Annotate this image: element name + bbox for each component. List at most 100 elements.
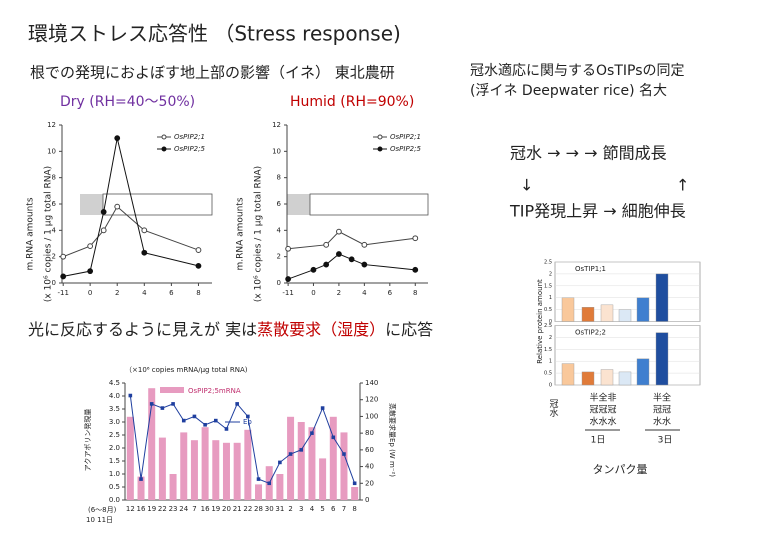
marker: [352, 481, 357, 486]
marker: [60, 253, 67, 260]
y2-tick-label: 100: [365, 412, 378, 420]
y2-tick-label: 80: [365, 429, 374, 437]
x-tick-label: 2: [288, 505, 292, 513]
x-note: (6〜8月): [88, 506, 117, 514]
legend-marker: [377, 146, 383, 152]
x-label: 水水水: [589, 416, 616, 428]
legend-marker: [377, 134, 383, 140]
y-axis-label: m.RNA amounts: [236, 197, 246, 270]
y2-axis-label: 蒸散要求量Ep (W m⁻²): [388, 403, 397, 477]
x-axis-label: タンパク量: [593, 463, 648, 476]
y-tick-label: 1.5: [544, 347, 552, 353]
chart-title: Dry (RH=40～50%): [60, 94, 195, 110]
bar: [180, 432, 188, 500]
line: [129, 395, 356, 484]
finding-part: に応答: [385, 320, 433, 339]
bar: [137, 476, 145, 500]
y-tick-label: 12: [47, 121, 56, 129]
x-tick-label: 22: [158, 505, 167, 513]
y-tick-label: 2.0: [109, 444, 120, 452]
y2-tick-label: 140: [365, 379, 378, 387]
marker: [149, 402, 154, 406]
x-tick-label: 7: [342, 505, 346, 513]
flow-text: 冠水 → → → 節間成長: [510, 144, 667, 163]
x-tick-label: -11: [282, 289, 293, 297]
x-tick-label: 12: [126, 505, 135, 513]
line: [63, 138, 199, 277]
line: [288, 231, 416, 250]
bar: [636, 297, 650, 322]
x-tick-label: 0: [88, 289, 92, 297]
x-tick-label: 31: [275, 505, 284, 513]
heading: (浮イネ Deepwater rice) 名大: [470, 83, 667, 99]
marker: [213, 418, 218, 423]
x-tick-label: 3: [299, 505, 303, 513]
x-tick-label: 5: [320, 505, 324, 513]
y2-tick-label: 40: [365, 463, 374, 471]
marker: [160, 406, 165, 410]
y-tick-label: 0.5: [544, 307, 552, 313]
shade: [80, 194, 103, 215]
marker: [320, 406, 325, 410]
marker: [323, 261, 330, 268]
marker: [412, 235, 419, 242]
y2-tick-label: 0: [365, 496, 369, 504]
legend-label: OsPIP2;5mRNA: [188, 387, 241, 395]
y-tick-label: 2.5: [109, 431, 120, 439]
bar: [233, 442, 241, 500]
y-tick-label: 4: [277, 226, 282, 234]
marker: [171, 402, 175, 406]
y-tick-label: 4: [52, 226, 57, 234]
x-note: 10 11日: [86, 516, 113, 524]
panel-title: OsTIP2;2: [575, 329, 606, 337]
y-tick-label: 0.5: [109, 483, 120, 491]
marker: [412, 266, 419, 273]
y-axis-label: (x 10⁶ copies / 1 μg total RNA): [44, 166, 54, 302]
marker: [256, 477, 261, 481]
marker: [114, 203, 121, 210]
marker: [235, 402, 239, 406]
bar: [148, 388, 156, 500]
marker: [361, 241, 368, 248]
x-tick-label: 8: [352, 505, 356, 513]
y-axis-label: (x 10⁶ copies / 1 μg total RNA): [254, 166, 264, 302]
bar: [190, 440, 198, 500]
marker: [336, 228, 342, 235]
legend-label: Ep: [243, 418, 252, 426]
y-tick-label: 2: [52, 253, 56, 261]
x-tick-label: 28: [254, 505, 263, 513]
marker: [87, 243, 94, 250]
x-label: 冠冠冠: [589, 405, 616, 416]
x-tick-label: 6: [169, 289, 174, 297]
marker: [195, 262, 202, 269]
band-box: [102, 193, 213, 216]
x-tick-label: 24: [179, 505, 188, 513]
y-axis-label: Relative protein amount: [536, 279, 544, 364]
x-tick-label: 2: [115, 289, 119, 297]
y-tick-label: 0.0: [109, 496, 120, 504]
marker: [100, 209, 107, 215]
marker: [60, 273, 67, 280]
y2-tick-label: 60: [365, 446, 374, 454]
y-tick-label: 10: [47, 147, 56, 155]
y2-tick-label: 20: [365, 479, 374, 487]
marker: [285, 245, 292, 252]
marker: [299, 448, 304, 452]
bar: [287, 416, 295, 500]
marker: [331, 435, 336, 440]
y-tick-label: 8: [52, 174, 56, 182]
y-tick-label: 0: [277, 279, 281, 287]
bar: [561, 297, 575, 322]
bar: [201, 427, 209, 500]
marker: [310, 431, 314, 435]
bar: [308, 427, 316, 500]
y-tick-label: 6: [52, 200, 57, 208]
bar: [276, 474, 284, 500]
legend-label: OsPIP2;1: [390, 133, 421, 141]
marker: [192, 414, 197, 419]
marker: [348, 256, 355, 263]
bar: [351, 487, 359, 500]
x-tick-label: 8: [196, 289, 200, 297]
y-tick-label: 0: [549, 383, 552, 389]
legend-marker: [161, 146, 167, 152]
